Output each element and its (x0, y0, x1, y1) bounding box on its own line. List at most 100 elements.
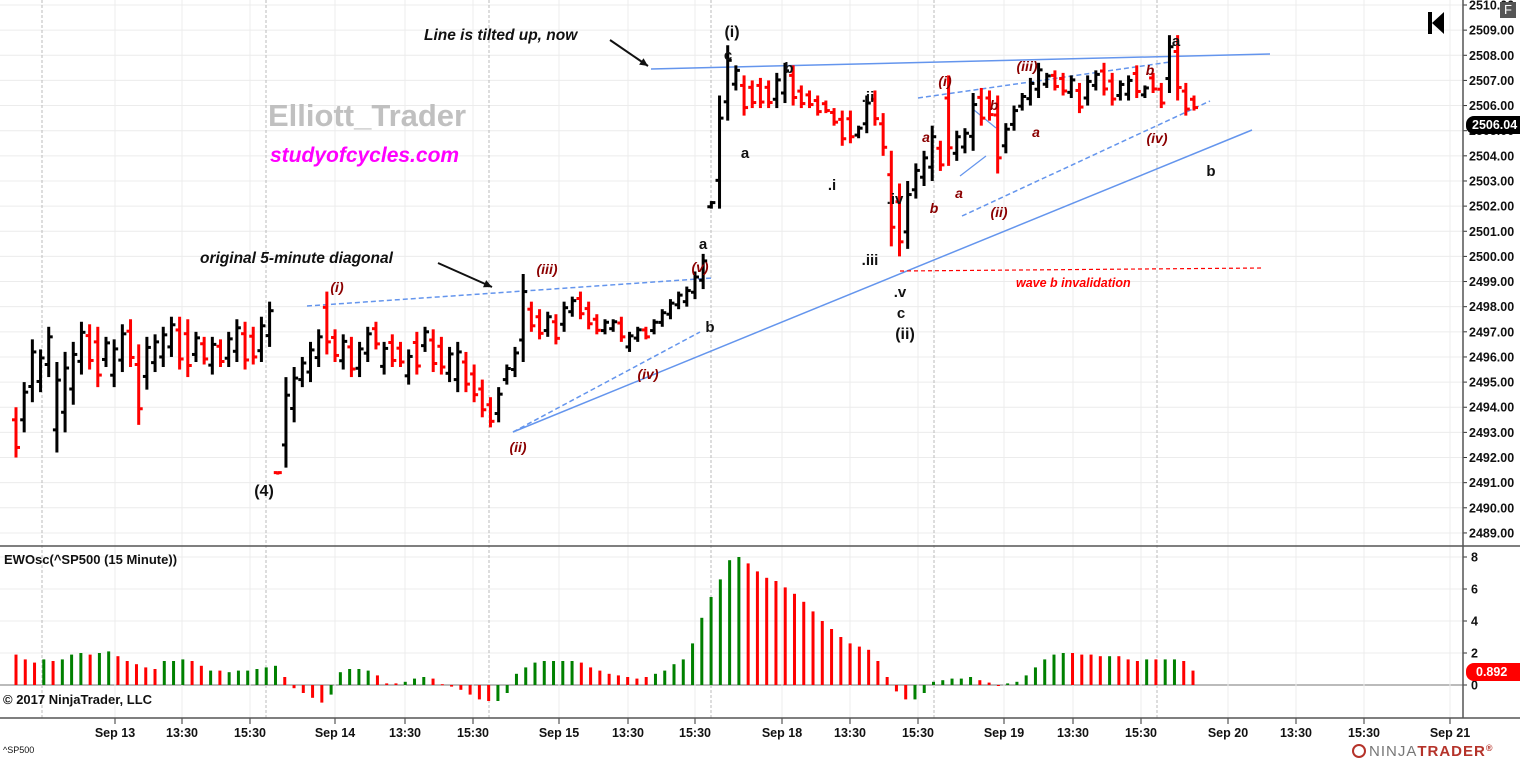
original-diagonal-top (306, 277, 713, 307)
wave-label: b (990, 97, 999, 113)
price-tick: 2491.00 (1469, 476, 1514, 490)
price-tick: 2498.00 (1469, 300, 1514, 314)
wave-label: (ii) (990, 204, 1007, 220)
svg-text:Sep 21: Sep 21 (1430, 726, 1470, 740)
wave-label: .iv (887, 191, 904, 208)
sub-diagonal-bottom (961, 100, 1211, 217)
wave-label: (i) (330, 279, 344, 295)
wave-label: .ii (862, 89, 875, 106)
f-button[interactable]: F (1500, 2, 1516, 18)
wave-label: b (1146, 62, 1155, 78)
wave-label: .i (828, 177, 836, 194)
wave-label: .iii (862, 252, 879, 269)
wave-label: b (784, 60, 793, 77)
svg-text:2: 2 (1471, 647, 1478, 661)
brand-reg: ® (1485, 743, 1494, 753)
svg-text:15:30: 15:30 (679, 726, 711, 740)
wave-label: (iii) (1017, 58, 1038, 74)
price-tick: 2497.00 (1469, 325, 1514, 339)
price-tick: 2494.00 (1469, 401, 1514, 415)
brand-right: TRADER (1417, 743, 1486, 760)
wave-label: (i) (724, 24, 739, 41)
svg-text:15:30: 15:30 (234, 726, 266, 740)
svg-text:15:30: 15:30 (902, 726, 934, 740)
svg-text:15:30: 15:30 (1125, 726, 1157, 740)
wave-label: b (1206, 163, 1215, 180)
svg-text:4: 4 (1471, 615, 1478, 629)
wave-label: a (1172, 33, 1181, 50)
svg-text:Sep 19: Sep 19 (984, 726, 1024, 740)
svg-text:13:30: 13:30 (389, 726, 421, 740)
oscillator-title: EWOsc(^SP500 (15 Minute)) (4, 552, 178, 567)
wave-label: a (1032, 124, 1040, 140)
price-tick: 2499.00 (1469, 275, 1514, 289)
svg-text:Sep 13: Sep 13 (95, 726, 135, 740)
brand-left: NINJA (1369, 743, 1418, 760)
price-tick: 2502.00 (1469, 200, 1514, 214)
svg-text:Sep 20: Sep 20 (1208, 726, 1248, 740)
price-tick: 2508.00 (1469, 49, 1514, 63)
price-tick: 2501.00 (1469, 225, 1514, 239)
svg-text:13:30: 13:30 (834, 726, 866, 740)
price-tick: 2509.00 (1469, 24, 1514, 38)
svg-text:Sep 18: Sep 18 (762, 726, 802, 740)
last-osc-tag: 0.892 (1466, 663, 1520, 681)
trendlines (306, 53, 1271, 433)
svg-text:6: 6 (1471, 583, 1478, 597)
wave-label: (iv) (1147, 130, 1168, 146)
lower-channel (512, 129, 1253, 433)
wave-label: (iii) (537, 261, 558, 277)
wave-label: a (922, 129, 930, 145)
ninjatrader-logo: NINJATRADER® (1352, 743, 1493, 760)
last-price-tag: 2506.04 (1466, 116, 1520, 134)
svg-text:Sep 15: Sep 15 (539, 726, 579, 740)
grid-lines (0, 0, 1463, 718)
wave-label: b (705, 319, 714, 336)
watermark-site: studyofcycles.com (270, 144, 460, 167)
wave-label: (iv) (638, 366, 659, 382)
wave-label: c (897, 305, 905, 322)
price-tick: 2490.00 (1469, 501, 1514, 515)
svg-text:15:30: 15:30 (457, 726, 489, 740)
ninjatrader-logo-icon (1352, 744, 1366, 758)
original-diagonal-bottom (512, 331, 701, 433)
price-tick: 2507.00 (1469, 74, 1514, 88)
svg-text:13:30: 13:30 (1057, 726, 1089, 740)
price-tick: 2493.00 (1469, 426, 1514, 440)
price-bars (12, 35, 1198, 475)
copyright: © 2017 NinjaTrader, LLC (3, 692, 153, 707)
price-tick: 2496.00 (1469, 350, 1514, 364)
sub-diagonal-top (917, 61, 1171, 99)
watermark-title: Elliott_Trader (268, 98, 467, 133)
wave-label: (4) (254, 483, 274, 500)
skip-to-end-icon[interactable] (1428, 12, 1446, 34)
upper-line-tilted (650, 53, 1271, 70)
wave-labels: (4)(i)(ii)(iii)(iv)(v)ab(i)cab.ii.i.iv.i… (254, 24, 1215, 500)
price-tick: 2506.00 (1469, 99, 1514, 113)
svg-text:Sep 14: Sep 14 (315, 726, 355, 740)
svg-text:13:30: 13:30 (612, 726, 644, 740)
wave-label: b (930, 200, 939, 216)
wave-label: a (741, 145, 750, 162)
wave-label: (v) (691, 259, 708, 275)
svg-text:0: 0 (1471, 679, 1478, 693)
wave-label: .v (894, 284, 907, 301)
oscillator-histogram (14, 557, 1195, 703)
price-tick: 2489.00 (1469, 526, 1514, 540)
note-line-tilted: Line is tilted up, now (424, 27, 578, 44)
price-tick: 2492.00 (1469, 451, 1514, 465)
svg-text:13:30: 13:30 (166, 726, 198, 740)
price-tick: 2495.00 (1469, 376, 1514, 390)
wave-label: (ii) (509, 439, 526, 455)
svg-text:8: 8 (1471, 551, 1478, 565)
axes: 2510.002509.002508.002507.002506.002505.… (0, 0, 1520, 740)
price-tick: 2500.00 (1469, 250, 1514, 264)
price-tick: 2503.00 (1469, 174, 1514, 188)
wave-label: a (955, 185, 963, 201)
wave-label: (i) (938, 73, 952, 89)
wave-label: c (724, 47, 732, 64)
price-tick: 2504.00 (1469, 149, 1514, 163)
wave-label: (ii) (895, 326, 915, 343)
wave-b-invalidation (899, 267, 1263, 272)
